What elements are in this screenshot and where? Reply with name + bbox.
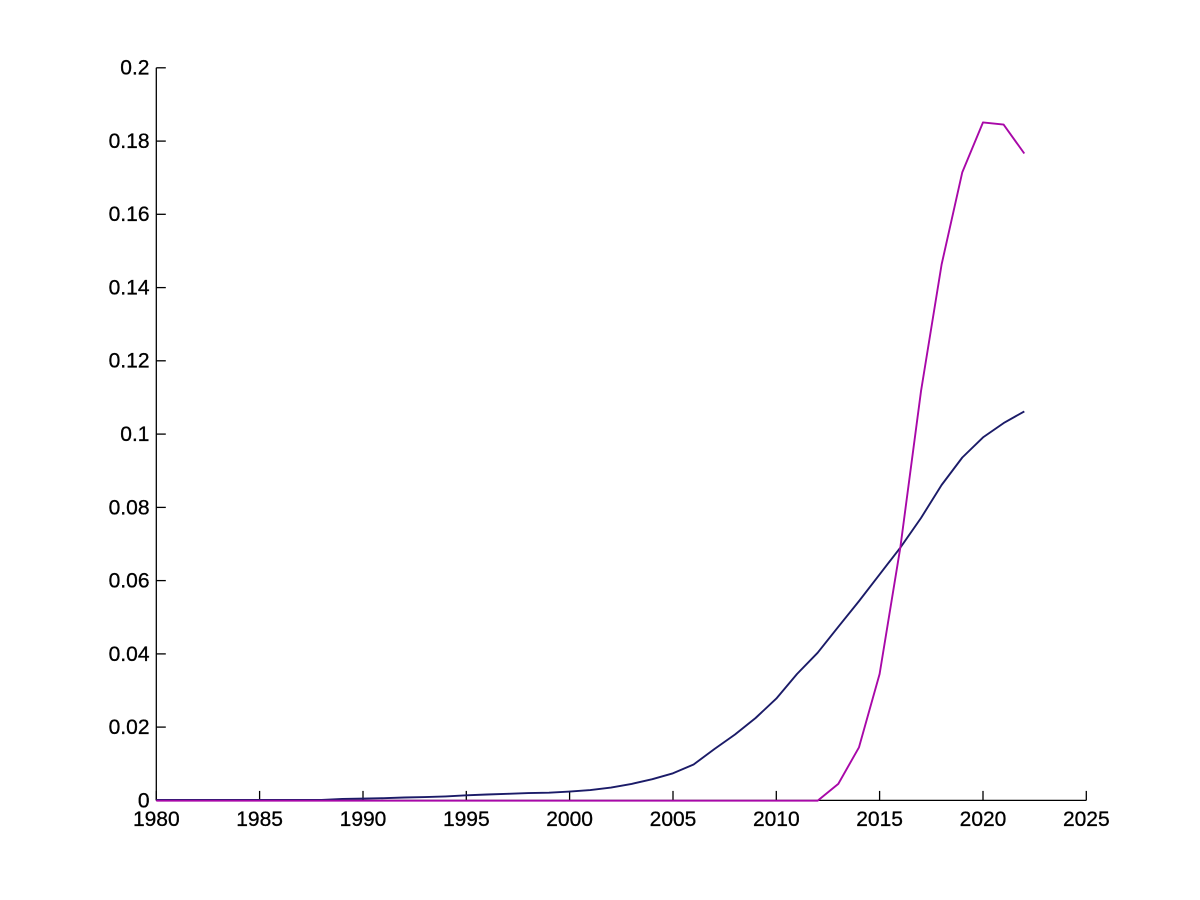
- svg-text:0.04: 0.04: [109, 643, 150, 666]
- svg-text:0: 0: [138, 789, 150, 812]
- svg-text:0.14: 0.14: [109, 277, 150, 300]
- svg-text:2010: 2010: [753, 808, 800, 831]
- svg-text:0.18: 0.18: [109, 130, 150, 153]
- svg-text:0.1: 0.1: [120, 423, 149, 446]
- svg-text:1995: 1995: [443, 808, 490, 831]
- svg-text:0.16: 0.16: [109, 203, 150, 226]
- svg-text:0.12: 0.12: [109, 350, 150, 373]
- svg-text:1990: 1990: [340, 808, 387, 831]
- svg-text:2025: 2025: [1063, 808, 1110, 831]
- svg-text:2000: 2000: [546, 808, 593, 831]
- svg-text:2005: 2005: [650, 808, 697, 831]
- svg-text:0.2: 0.2: [120, 57, 149, 80]
- svg-text:0.02: 0.02: [109, 716, 150, 739]
- svg-text:1985: 1985: [236, 808, 283, 831]
- svg-text:2020: 2020: [960, 808, 1007, 831]
- svg-text:2015: 2015: [856, 808, 903, 831]
- svg-text:0.08: 0.08: [109, 496, 150, 519]
- svg-text:0.06: 0.06: [109, 570, 150, 593]
- svg-text:1980: 1980: [133, 808, 180, 831]
